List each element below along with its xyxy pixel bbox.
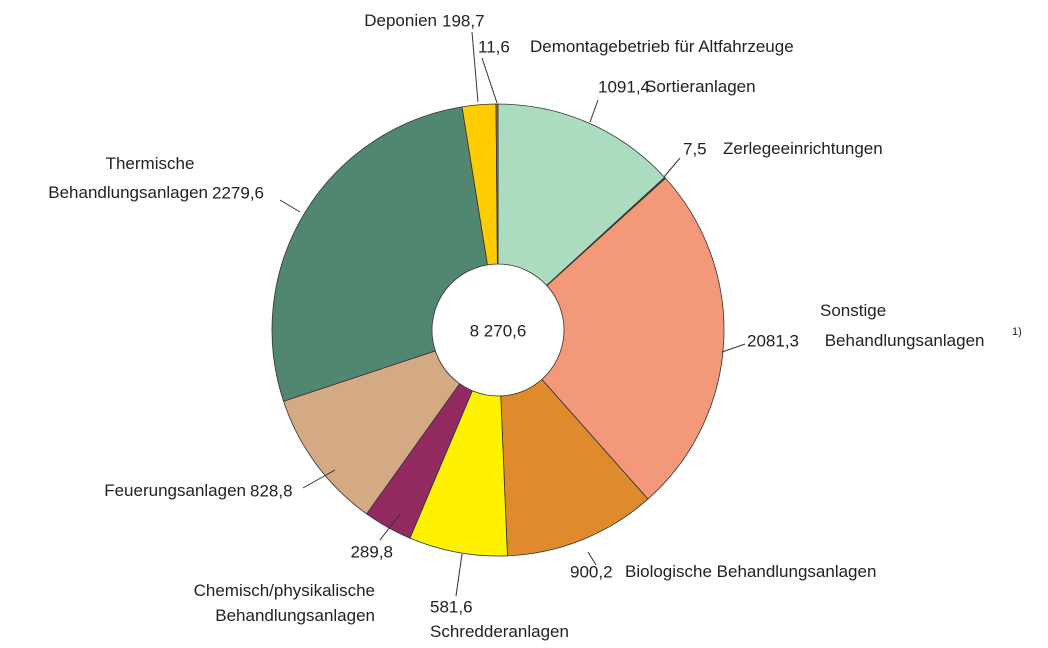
- footnote-marker: 1): [1012, 326, 1022, 338]
- segment: [495, 103, 499, 265]
- value-label: 900,2: [570, 562, 613, 581]
- value-label: 1091,4: [598, 77, 650, 96]
- leader-line: [481, 57, 498, 104]
- leader-line: [379, 513, 401, 541]
- total-label: 8 270,6: [470, 321, 527, 340]
- leader-line: [589, 99, 599, 123]
- leader-line: [455, 553, 463, 597]
- category-label: Thermische Behandlungsanlagen: [44, 154, 208, 202]
- category-label: Schredderanlagen: [430, 622, 569, 641]
- category-label: Demontagebetrieb für Altfahrzeuge: [530, 37, 794, 56]
- leader-line: [587, 551, 597, 566]
- segment: [271, 106, 488, 402]
- segment: [283, 350, 461, 515]
- value-label: 7,5: [683, 139, 707, 158]
- value-label: 2279,6: [212, 183, 264, 202]
- category-label: Deponien: [364, 11, 437, 30]
- category-label: Zerlegeeinrichtungen: [723, 139, 883, 158]
- leader-line: [279, 199, 301, 213]
- value-label: 289,8: [350, 542, 393, 561]
- category-label: Feuerungsanlagen: [104, 481, 246, 500]
- value-label: 828,8: [250, 481, 293, 500]
- leader-line: [721, 343, 746, 353]
- category-label: Sortieranlagen: [645, 77, 756, 96]
- category-label: Sonstige Behandlungsanlagen: [820, 301, 984, 350]
- segment: [541, 177, 725, 500]
- segment: [500, 378, 649, 557]
- value-label: 2081,3: [747, 331, 799, 350]
- value-label: 198,7: [442, 11, 485, 30]
- value-label: 581,6: [430, 597, 473, 616]
- value-label: 11,6: [478, 37, 510, 56]
- segment: [497, 103, 666, 286]
- leader-line: [663, 157, 681, 178]
- leader-line: [302, 469, 336, 489]
- leader-line: [471, 31, 479, 103]
- category-label: Chemisch/physikalische Behandlungsanlage…: [194, 581, 375, 625]
- segments: [271, 103, 725, 557]
- category-label: Biologische Behandlungsanlagen: [625, 562, 876, 581]
